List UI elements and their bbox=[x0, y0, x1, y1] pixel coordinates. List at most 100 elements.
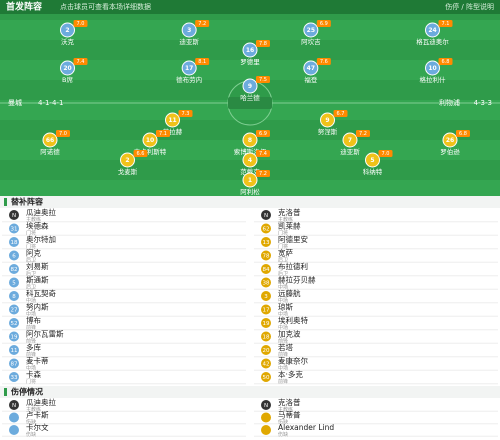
player-shirt[interactable] bbox=[303, 60, 319, 76]
player-shirt[interactable] bbox=[242, 172, 258, 188]
row-number: 19 bbox=[263, 321, 270, 327]
player-shirt[interactable] bbox=[242, 78, 258, 94]
row-badge[interactable] bbox=[261, 318, 271, 328]
row-badge[interactable] bbox=[9, 425, 19, 435]
player-shirt[interactable] bbox=[442, 132, 458, 148]
player-shirt[interactable] bbox=[365, 152, 380, 168]
row-badge[interactable] bbox=[261, 412, 271, 423]
row-name: 卡尔文 bbox=[26, 422, 49, 432]
player-shirt[interactable] bbox=[165, 112, 180, 128]
row-number: 84 bbox=[263, 267, 270, 273]
row-badge[interactable] bbox=[9, 223, 19, 234]
row-badge[interactable] bbox=[9, 250, 19, 261]
rating-bg bbox=[73, 20, 88, 27]
player-number: 9 bbox=[248, 83, 252, 90]
player-shirt[interactable] bbox=[60, 60, 75, 76]
row-badge[interactable] bbox=[9, 237, 19, 247]
row-badge[interactable] bbox=[9, 277, 19, 288]
player-name: 阿坎吉 bbox=[301, 37, 321, 46]
row-role: 后卫 bbox=[26, 284, 36, 291]
player-number: 2 bbox=[125, 157, 129, 164]
row-badge[interactable] bbox=[9, 304, 19, 315]
row-badge[interactable] bbox=[9, 318, 19, 328]
player-shirt[interactable] bbox=[181, 22, 197, 38]
row-number: 52 bbox=[11, 321, 18, 327]
row-badge[interactable] bbox=[261, 237, 271, 247]
row-badge[interactable] bbox=[261, 277, 271, 288]
row-badge[interactable] bbox=[261, 425, 271, 435]
row-role: 中场 bbox=[26, 365, 36, 372]
player-name: 福登 bbox=[304, 75, 318, 84]
row-name: 克洛普 bbox=[278, 397, 301, 407]
row-badge[interactable] bbox=[261, 400, 271, 410]
row-number: 31 bbox=[11, 227, 18, 233]
player-number: 2 bbox=[65, 27, 69, 34]
row-name: 阿克 bbox=[26, 249, 41, 258]
row-role: 中场 bbox=[278, 297, 288, 304]
row-badge[interactable] bbox=[9, 331, 19, 342]
player-shirt[interactable] bbox=[181, 60, 197, 76]
row-badge[interactable] bbox=[9, 358, 19, 369]
row-name: 努内斯 bbox=[26, 302, 49, 312]
player-name: 阿利松 bbox=[240, 187, 260, 196]
player-name: 迪亚斯 bbox=[179, 37, 199, 46]
player-shirt[interactable] bbox=[142, 132, 158, 148]
player-shirt[interactable] bbox=[42, 132, 58, 148]
player-shirt[interactable] bbox=[242, 152, 258, 168]
title: 首发阵容 bbox=[6, 1, 42, 13]
row-role: 前锋 bbox=[278, 338, 288, 345]
row-role: 中场 bbox=[278, 324, 288, 331]
header-right[interactable]: 伤停 / 阵型说明 bbox=[445, 2, 494, 11]
player-rating: 7.1 bbox=[159, 131, 167, 137]
player-shirt[interactable] bbox=[120, 152, 135, 168]
player-number: 1 bbox=[248, 177, 252, 184]
rating-bg bbox=[256, 170, 270, 177]
player-rating: 7.4 bbox=[77, 59, 85, 65]
row-badge[interactable] bbox=[9, 291, 19, 301]
row-badge[interactable] bbox=[9, 400, 19, 410]
rating-bg bbox=[256, 76, 270, 83]
row-name: 赫拉芬贝赫 bbox=[278, 275, 316, 285]
player-number: 66 bbox=[46, 137, 54, 144]
player-number: 3 bbox=[187, 27, 191, 34]
row-badge[interactable] bbox=[261, 372, 271, 382]
row-number: 87 bbox=[11, 362, 18, 368]
player-name: B席 bbox=[62, 75, 73, 84]
row-badge[interactable] bbox=[9, 345, 19, 355]
row-role: 后卫 bbox=[278, 270, 288, 277]
subs-title: 替补阵容 bbox=[11, 197, 43, 207]
row-name: 本·多克 bbox=[278, 369, 303, 379]
player-shirt[interactable] bbox=[342, 132, 358, 148]
row-badge[interactable] bbox=[261, 264, 271, 274]
row-badge[interactable] bbox=[261, 223, 271, 234]
row-role: 中场 bbox=[278, 284, 288, 291]
row-name: 阿德里安 bbox=[278, 234, 308, 244]
player-shirt[interactable] bbox=[320, 112, 335, 128]
player-shirt[interactable] bbox=[60, 22, 75, 38]
player-name: 麦卡利斯特 bbox=[134, 147, 167, 156]
player-shirt[interactable] bbox=[242, 132, 258, 148]
row-badge[interactable] bbox=[9, 264, 19, 274]
player-shirt[interactable] bbox=[425, 22, 440, 38]
row-badge[interactable] bbox=[261, 331, 271, 342]
row-badge[interactable] bbox=[261, 210, 271, 220]
row-role: 门将 bbox=[26, 378, 36, 385]
row-badge[interactable] bbox=[9, 210, 19, 220]
player-shirt[interactable] bbox=[303, 22, 319, 38]
player-rating: 7.6 bbox=[320, 59, 328, 65]
player-name: 格瓦迪奥尔 bbox=[416, 37, 449, 46]
row-badge[interactable] bbox=[9, 412, 19, 423]
row-role: 门将 bbox=[278, 230, 288, 237]
row-badge[interactable] bbox=[261, 345, 271, 355]
row-badge[interactable] bbox=[261, 358, 271, 369]
row-number: 20 bbox=[263, 348, 270, 354]
player-number: 5 bbox=[370, 157, 374, 164]
row-badge[interactable] bbox=[261, 250, 271, 261]
player-number: 8 bbox=[248, 137, 252, 144]
player-shirt[interactable] bbox=[242, 42, 258, 58]
row-name: 刘易斯 bbox=[26, 261, 49, 271]
row-badge[interactable] bbox=[261, 304, 271, 315]
row-badge[interactable] bbox=[261, 291, 271, 301]
row-badge[interactable] bbox=[9, 372, 19, 382]
player-shirt[interactable] bbox=[425, 60, 440, 76]
